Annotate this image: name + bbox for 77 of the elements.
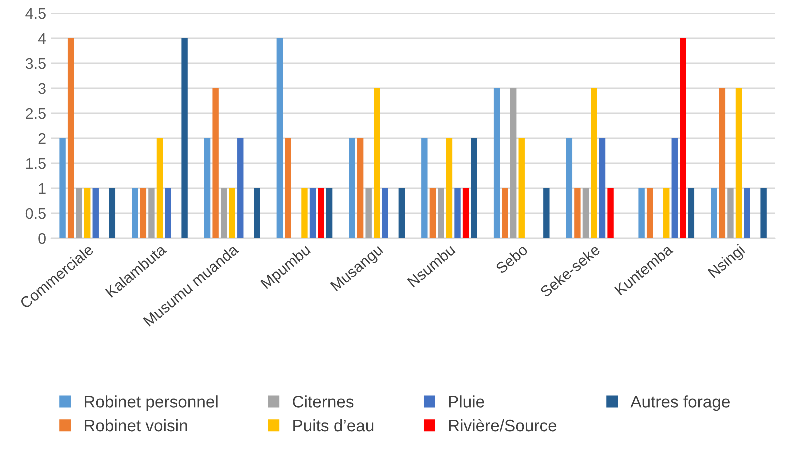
y-tick-label: 0 (38, 233, 46, 244)
bar (462, 188, 470, 238)
bar (326, 188, 333, 238)
bar (728, 188, 734, 238)
bar (430, 188, 436, 238)
bar (582, 188, 590, 238)
bar (238, 138, 244, 238)
bar (310, 188, 316, 238)
bar (664, 188, 670, 238)
y-tick-label: 1.5 (26, 158, 46, 170)
bar (760, 188, 767, 238)
bar (502, 188, 508, 238)
bar (454, 188, 461, 238)
bar (349, 138, 356, 238)
bar (276, 38, 284, 238)
bar (366, 188, 372, 238)
bar (736, 88, 742, 238)
bar (220, 188, 228, 238)
y-tick-label: 2 (38, 133, 46, 144)
y-tick-label: 3.5 (26, 58, 46, 70)
y-tick-label: 1 (39, 184, 46, 194)
bar (422, 138, 428, 238)
y-tick-label: 3 (38, 83, 46, 94)
legend-label: Puits d’eau (294, 419, 374, 432)
bar (510, 88, 517, 238)
bar (132, 188, 138, 238)
bar (591, 88, 598, 238)
bar (446, 138, 453, 238)
bar (711, 188, 718, 238)
bar (302, 188, 308, 238)
bar (60, 138, 66, 238)
bar (719, 88, 726, 238)
bar (68, 38, 74, 238)
bar (471, 138, 478, 238)
bar (518, 138, 525, 238)
y-tick-label: 4.5 (26, 8, 46, 20)
bar (140, 188, 147, 238)
bar (672, 138, 678, 238)
bar (382, 188, 388, 238)
bar (680, 38, 686, 238)
bar (374, 88, 380, 238)
bar (156, 138, 164, 238)
bar (148, 188, 155, 238)
bar (744, 188, 750, 238)
y-tick-label: 2.5 (26, 108, 46, 120)
bar (182, 38, 188, 238)
bar (109, 188, 116, 238)
bar (688, 188, 695, 238)
bar (165, 188, 172, 238)
y-tick-label: 0.5 (26, 208, 46, 220)
bar (84, 188, 91, 238)
bar (566, 138, 573, 238)
bar (285, 138, 292, 238)
bar (574, 188, 581, 238)
bar (438, 188, 444, 238)
legend-label: Citernes (293, 396, 354, 408)
bar (92, 188, 99, 238)
legend-label: Rivière/Source (449, 419, 557, 432)
legend-label: Pluie (449, 396, 484, 408)
bar (646, 188, 654, 238)
bar (254, 188, 260, 238)
bar (357, 138, 364, 238)
bar (229, 188, 236, 238)
bar (638, 188, 645, 238)
bar (318, 188, 324, 238)
y-tick-label: 4 (38, 34, 46, 44)
bar (494, 88, 500, 238)
bar (608, 188, 614, 238)
bar (599, 138, 606, 238)
legend-label: Robinet personnel (84, 396, 218, 412)
legend-label: Robinet voisin (84, 419, 188, 432)
legend-label: Autres forage (630, 396, 730, 412)
bar (544, 188, 550, 238)
bar (76, 188, 82, 238)
bar (204, 138, 211, 238)
bar (398, 188, 406, 238)
bar (212, 88, 219, 238)
